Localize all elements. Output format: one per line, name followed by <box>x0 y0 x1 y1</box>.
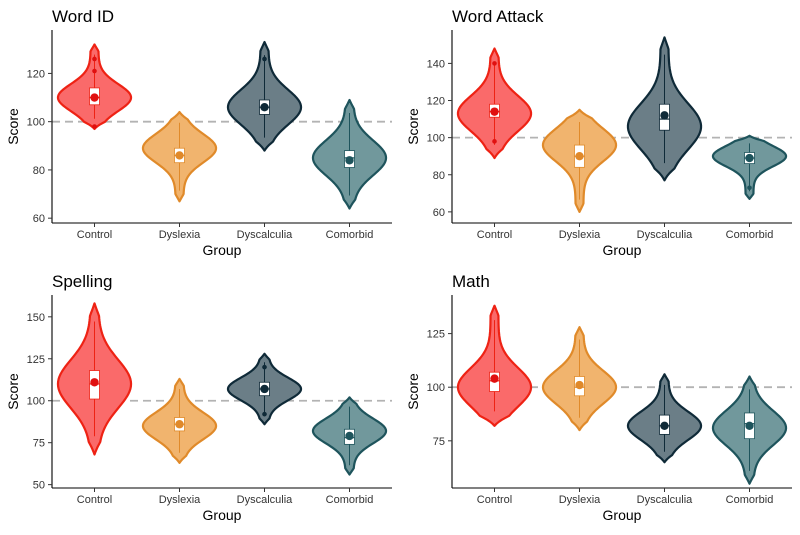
y-tick-label: 125 <box>27 354 45 366</box>
y-tick-label: 100 <box>27 396 45 408</box>
point-control <box>92 56 97 62</box>
x-tick-label-control: Control <box>477 494 512 506</box>
point-dyscalculia <box>262 56 267 62</box>
point-control <box>92 124 97 129</box>
x-axis-label: Group <box>203 242 242 258</box>
y-tick-label: 100 <box>427 133 445 145</box>
x-tick-label-control: Control <box>77 229 112 241</box>
mean-dot-control <box>90 93 99 102</box>
mean-dot-control <box>490 107 499 116</box>
y-tick-label: 100 <box>427 382 445 394</box>
x-tick-label-dyscalculia: Dyscalculia <box>237 494 294 506</box>
mean-dot-comorbid <box>745 153 754 163</box>
panel-title: Spelling <box>52 272 113 291</box>
mean-dot-dyslexia <box>175 151 184 160</box>
panel-title: Word ID <box>52 7 114 26</box>
mean-dot-comorbid <box>345 431 354 441</box>
mean-dot-dyscalculia <box>660 111 669 120</box>
x-tick-label-comorbid: Comorbid <box>726 494 774 506</box>
x-tick-label-dyscalculia: Dyscalculia <box>637 229 694 241</box>
y-axis-label: Score <box>5 373 21 410</box>
panel-spelling: Spelling 50 75 100 125 150 Control Dyslexia Dysc… <box>5 272 392 523</box>
y-axis-label: Score <box>5 108 21 145</box>
x-tick-label-comorbid: Comorbid <box>326 494 374 506</box>
point-control <box>492 139 497 144</box>
panel-math: Math 75 100 125 Control Dyslexia Dyscalculia Co… <box>405 272 792 523</box>
y-tick-label: 125 <box>427 329 445 341</box>
x-tick-label-control: Control <box>77 494 112 506</box>
y-tick-label: 80 <box>433 170 445 182</box>
mean-dot-dyslexia <box>175 420 184 429</box>
y-tick-label: 120 <box>27 68 45 80</box>
x-tick-label-dyscalculia: Dyscalculia <box>637 494 694 506</box>
y-axis-label: Score <box>405 108 421 145</box>
x-tick-label-dyslexia: Dyslexia <box>559 494 601 506</box>
x-axis-label: Group <box>203 507 242 523</box>
y-tick-label: 100 <box>27 117 45 129</box>
panel-word-attack: Word Attack 60 80 100 120 140 Control Dyslexia D… <box>405 7 792 258</box>
point-control <box>92 68 97 74</box>
y-tick-label: 80 <box>33 165 45 177</box>
x-tick-label-control: Control <box>477 229 512 241</box>
x-tick-label-dyslexia: Dyslexia <box>159 494 201 506</box>
y-tick-label: 75 <box>433 436 445 448</box>
point-comorbid <box>747 185 752 191</box>
x-axis-label: Group <box>603 507 642 523</box>
y-tick-label: 140 <box>427 58 445 70</box>
panel-title: Word Attack <box>452 7 544 26</box>
x-tick-label-comorbid: Comorbid <box>726 229 774 241</box>
x-tick-label-dyslexia: Dyslexia <box>159 229 201 241</box>
mean-dot-dyscalculia <box>260 384 269 394</box>
mean-dot-comorbid <box>745 421 754 431</box>
y-tick-label: 60 <box>433 207 445 219</box>
panel-title: Math <box>452 272 490 291</box>
x-axis-label: Group <box>603 242 642 258</box>
point-dyscalculia <box>262 411 267 417</box>
y-tick-label: 120 <box>427 96 445 108</box>
x-tick-label-dyslexia: Dyslexia <box>559 229 601 241</box>
y-tick-label: 75 <box>33 438 45 450</box>
panel-word-id: Word ID 60 80 100 120 Control Dyslexia Dyscalcu… <box>5 7 392 258</box>
y-axis-label: Score <box>405 373 421 410</box>
mean-dot-dyscalculia <box>660 421 669 431</box>
point-control <box>492 61 497 66</box>
point-dyscalculia <box>262 364 267 370</box>
mean-dot-dyslexia <box>575 151 584 161</box>
x-tick-label-comorbid: Comorbid <box>326 229 374 241</box>
mean-dot-control <box>490 374 499 383</box>
x-tick-label-dyscalculia: Dyscalculia <box>237 229 294 241</box>
mean-dot-dyslexia <box>575 380 584 390</box>
mean-dot-comorbid <box>345 156 354 165</box>
y-tick-label: 60 <box>33 213 45 225</box>
y-tick-label: 50 <box>33 480 45 492</box>
mean-dot-dyscalculia <box>260 103 269 112</box>
mean-dot-control <box>90 378 99 387</box>
y-tick-label: 150 <box>27 312 45 324</box>
